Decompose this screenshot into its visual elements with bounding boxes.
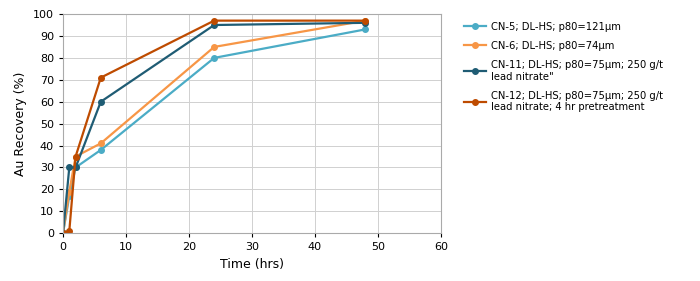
CN-5; DL-HS; p80=121μm	[361, 28, 370, 31]
Line: CN-6; DL-HS; p80=74μm: CN-6; DL-HS; p80=74μm	[60, 18, 368, 236]
CN-5; DL-HS; p80=121μm	[210, 56, 218, 60]
CN-6; DL-HS; p80=74μm	[71, 155, 80, 158]
CN-6; DL-HS; p80=74μm	[210, 45, 218, 49]
CN-12; DL-HS; p80=75μm; 250 g/t
lead nitrate; 4 hr pretreatment	[210, 19, 218, 22]
CN-5; DL-HS; p80=121μm	[59, 232, 67, 235]
X-axis label: Time (hrs): Time (hrs)	[220, 258, 284, 271]
CN-12; DL-HS; p80=75μm; 250 g/t
lead nitrate; 4 hr pretreatment	[59, 232, 67, 235]
CN-6; DL-HS; p80=74μm	[59, 232, 67, 235]
CN-6; DL-HS; p80=74μm	[97, 142, 105, 145]
CN-12; DL-HS; p80=75μm; 250 g/t
lead nitrate; 4 hr pretreatment	[71, 155, 80, 158]
Y-axis label: Au Recovery (%): Au Recovery (%)	[15, 71, 27, 176]
CN-5; DL-HS; p80=121μm	[71, 166, 80, 169]
Legend: CN-5; DL-HS; p80=121μm, CN-6; DL-HS; p80=74μm, CN-11; DL-HS; p80=75μm; 250 g/t
l: CN-5; DL-HS; p80=121μm, CN-6; DL-HS; p80…	[461, 19, 666, 115]
CN-12; DL-HS; p80=75μm; 250 g/t
lead nitrate; 4 hr pretreatment	[361, 19, 370, 22]
CN-11; DL-HS; p80=75μm; 250 g/t
lead nitrate"	[59, 232, 67, 235]
CN-5; DL-HS; p80=121μm	[97, 148, 105, 152]
Line: CN-12; DL-HS; p80=75μm; 250 g/t
lead nitrate; 4 hr pretreatment: CN-12; DL-HS; p80=75μm; 250 g/t lead nit…	[60, 18, 368, 236]
CN-11; DL-HS; p80=75μm; 250 g/t
lead nitrate"	[361, 21, 370, 24]
Line: CN-11; DL-HS; p80=75μm; 250 g/t
lead nitrate": CN-11; DL-HS; p80=75μm; 250 g/t lead nit…	[60, 20, 368, 236]
CN-11; DL-HS; p80=75μm; 250 g/t
lead nitrate"	[97, 100, 105, 103]
CN-12; DL-HS; p80=75μm; 250 g/t
lead nitrate; 4 hr pretreatment	[97, 76, 105, 79]
CN-12; DL-HS; p80=75μm; 250 g/t
lead nitrate; 4 hr pretreatment	[65, 229, 74, 233]
CN-6; DL-HS; p80=74μm	[65, 190, 74, 193]
Line: CN-5; DL-HS; p80=121μm: CN-5; DL-HS; p80=121μm	[60, 27, 368, 236]
CN-11; DL-HS; p80=75μm; 250 g/t
lead nitrate"	[71, 166, 80, 169]
CN-5; DL-HS; p80=121μm	[65, 194, 74, 198]
CN-11; DL-HS; p80=75μm; 250 g/t
lead nitrate"	[210, 23, 218, 27]
CN-11; DL-HS; p80=75μm; 250 g/t
lead nitrate"	[65, 166, 74, 169]
CN-6; DL-HS; p80=74μm	[361, 19, 370, 22]
